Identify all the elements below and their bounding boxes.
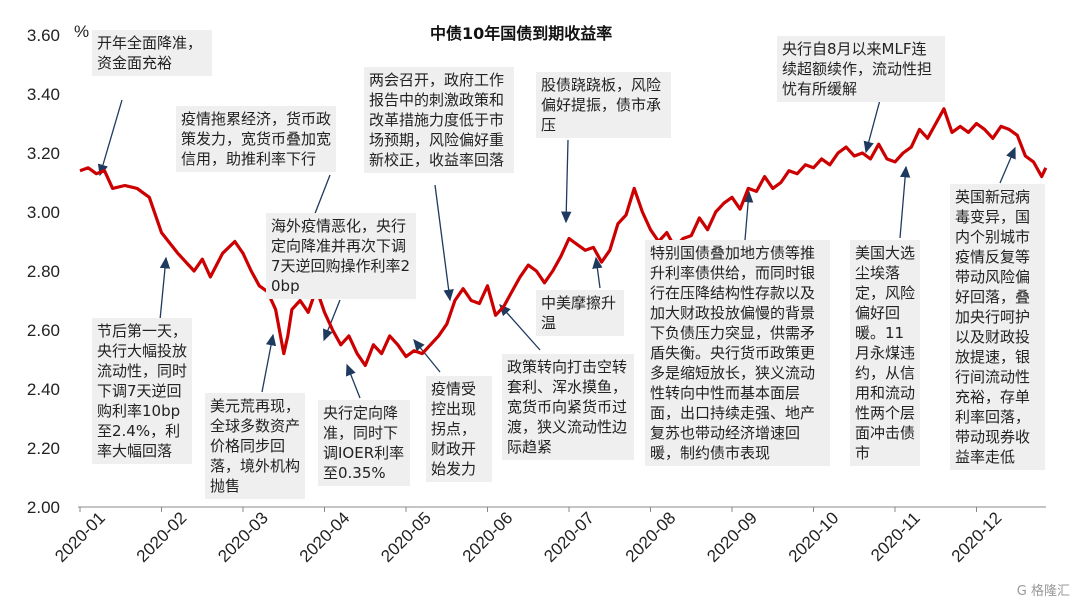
x-tick-label: 2020-08 (622, 508, 680, 566)
annotation-arrow (434, 184, 454, 302)
annotation-a5: 股债跷跷板，风险偏好提振，债市承压 (536, 72, 671, 138)
annotation-arrow (742, 190, 754, 241)
annotation-a8: 美元荒再现，全球多数资产价格同步回落，境外机构抛售 (205, 393, 305, 499)
y-tick-label: 2.60 (27, 321, 60, 340)
annotation-a12: 中美摩擦升温 (536, 290, 624, 336)
annotation-arrow (999, 146, 1016, 184)
annotation-a2: 疫情拖累经济，货币政策发力，宽货币叠加宽信用，助推利率下行 (176, 106, 336, 172)
x-tick-label: 2020-12 (948, 508, 1006, 566)
x-tick-label: 2020-05 (377, 508, 435, 566)
y-tick-label: 3.00 (27, 203, 60, 222)
x-tick-label: 2020-10 (785, 508, 843, 566)
annotation-arrow (159, 256, 171, 321)
annotation-arrow (413, 338, 441, 373)
x-tick-label: 2020-04 (296, 508, 354, 566)
y-tick-label: 3.20 (27, 144, 60, 163)
annotation-a7: 节后第一天，央行大幅投放流动性，同时下调7天逆回购利率10bp至2.4%，利率大… (92, 318, 192, 464)
y-tick-label: 2.20 (27, 439, 60, 458)
y-axis: 2.00 2.20 2.40 2.60 2.80 3.00 3.20 3.40 3.60 (27, 26, 1046, 517)
annotation-a3: 海外疫情恶化，央行定向降准并再次下调7天逆回购操作利率20bp (266, 213, 416, 299)
annotation-arrow (863, 99, 881, 154)
y-tick-label: 2.80 (27, 262, 60, 281)
annotation-arrows (97, 99, 1016, 399)
annotation-arrow (97, 99, 123, 177)
annotation-a15: 英国新冠病毒变异，国内个别城市疫情反复等带动风险偏好回落，叠加央行呵护以及财政投… (950, 184, 1045, 470)
annotation-arrow (261, 333, 277, 393)
annotation-arrow (592, 256, 603, 289)
watermark-logo: G 格隆汇 (1016, 584, 1070, 599)
x-axis: 2020-01 2020-02 2020-03 2020-04 2020-05 2020-… (51, 507, 1005, 566)
annotation-arrow (323, 299, 341, 342)
x-tick-label: 2020-06 (459, 508, 517, 566)
x-tick-label: 2020-09 (703, 508, 761, 566)
annotation-arrow (345, 363, 361, 399)
y-tick-label: 2.00 (27, 498, 60, 517)
annotation-a14: 美国大选尘埃落定，风险偏好回暖。11月永煤违约，从信用和流动性两个层面冲击债市 (850, 240, 920, 466)
annotation-a1: 开年全面降准，资金面充裕 (92, 30, 212, 76)
x-tick-label: 2020-03 (214, 508, 272, 566)
annotation-arrow (561, 139, 572, 224)
yield-line (79, 107, 1048, 367)
y-tick-label: 3.40 (27, 85, 60, 104)
annotation-a4: 两会召开，政府工作报告中的刺激政策和改革措施力度低于市场预期，风险偏好重新校正，… (364, 67, 514, 173)
x-tick-label: 2020-11 (867, 508, 924, 565)
y-axis-unit: % (74, 22, 90, 41)
y-tick-label: 2.40 (27, 380, 60, 399)
annotation-a9: 央行定向降准，同时下调IOER利率至0.35% (318, 400, 410, 486)
x-tick-label: 2020-07 (540, 508, 598, 566)
annotation-a13: 特别国债叠加地方债等推升利率债供给，而同时银行在压降结构性存款以及加大财政投放偏… (645, 240, 830, 466)
annotation-arrow (899, 165, 911, 239)
annotation-a6: 央行自8月以来MLF连续超额续作，流动性担忧有所缓解 (777, 36, 945, 102)
annotation-a11: 政策转向打击空转套利、浑水摸鱼，宽货币向紧货币过渡，狭义流动性边际趋紧 (502, 354, 634, 460)
annotation-arrow (499, 304, 541, 351)
y-tick-label: 3.60 (27, 26, 60, 45)
x-tick-label: 2020-01 (51, 508, 109, 566)
chart-title: 中债10年国债到期收益率 (430, 24, 613, 43)
annotation-a10: 疫情受控出现拐点，财政开始发力 (426, 376, 492, 482)
x-tick-label: 2020-02 (133, 508, 191, 566)
